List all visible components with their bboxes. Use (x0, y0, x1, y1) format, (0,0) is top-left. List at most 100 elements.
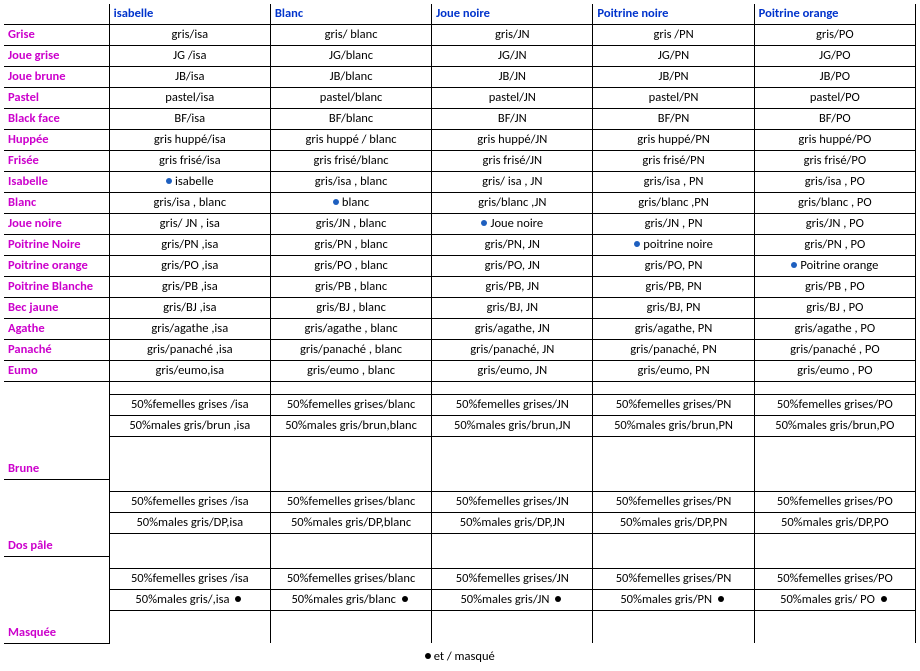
table-row: 50%males gris/,isa 50%males gris/blanc 5… (4, 590, 916, 611)
row-header: Agathe (4, 319, 109, 340)
cell-text: gris frisé/PN (642, 153, 704, 169)
dot-icon (634, 241, 640, 247)
table-cell: gris/isa , PO (754, 172, 915, 193)
table-row: Isabelleisabellegris/isa , blancgris/ is… (4, 172, 916, 193)
table-cell: gris/JN , PO (754, 214, 915, 235)
table-cell: 50%males gris/brun,blanc (270, 416, 431, 437)
col-header: Poitrine noire (593, 4, 754, 25)
cell-text: 50%femelles grises/blanc (287, 494, 415, 510)
cell-text: gris huppé/isa (154, 132, 226, 148)
cell-text: gris/eumo, JN (477, 363, 547, 379)
cell-text: BF/blanc (329, 111, 373, 127)
cell-text: gris/PN ,isa (161, 237, 218, 253)
row-header: Dos pâle (4, 479, 109, 556)
row-header: Bec jaune (4, 298, 109, 319)
row-header: Joue noire (4, 214, 109, 235)
spacer-cell (270, 556, 431, 569)
table-cell: gris frisé/JN (432, 151, 593, 172)
cell-text: gris/blanc ,JN (478, 195, 546, 211)
cell-text: gris/PB, PN (645, 279, 701, 295)
spacer-cell (270, 479, 431, 492)
spacer-cell (593, 556, 754, 569)
col-header: Joue noire (432, 4, 593, 25)
table-cell: pastel/JN (432, 88, 593, 109)
table-row: Blancgris/isa , blancblancgris/blanc ,JN… (4, 193, 916, 214)
table-cell: 50%males gris/DP,isa (109, 513, 270, 534)
cell-text: gris /PN (653, 27, 693, 43)
table-cell: BF/JN (432, 109, 593, 130)
cell-text: 50%femelles grises/PN (616, 571, 732, 587)
table-cell: blanc (270, 193, 431, 214)
cell-text: gris/agathe, JN (475, 321, 550, 337)
dot-icon (333, 199, 339, 205)
cell-text: poitrine noire (634, 237, 713, 253)
table-cell: gris/PO, PN (593, 256, 754, 277)
table-cell: BF/PN (593, 109, 754, 130)
cell-text: gris/PB, JN (485, 279, 539, 295)
spacer-cell (109, 556, 270, 569)
cell-text: gris/eumo , blanc (307, 363, 395, 379)
cell-text: 50%males gris/blanc (291, 592, 410, 608)
col-header: Blanc (270, 4, 431, 25)
table-cell: gris /PN (593, 25, 754, 46)
cell-text: 50%femelles grises /isa (131, 571, 249, 587)
table-cell: gris/blanc , PO (754, 193, 915, 214)
cell-text: JG/PN (658, 48, 689, 64)
spacer-cell (109, 479, 270, 492)
spacer-cell (593, 611, 754, 644)
table-cell: 50%males gris/DP,JN (432, 513, 593, 534)
cell-text: 50%males gris/,isa (135, 592, 244, 608)
table-cell: gris/PO ,isa (109, 256, 270, 277)
spacer-cell (754, 534, 915, 557)
cell-text: isabelle (166, 174, 214, 190)
table-cell: pastel/PO (754, 88, 915, 109)
table-cell: 50%femelles grises/blanc (270, 395, 431, 416)
table-cell: 50%males gris/DP,PO (754, 513, 915, 534)
cell-text: 50%males gris/DP,PO (781, 515, 889, 531)
table-row: Pastelpastel/isapastel/blancpastel/JNpas… (4, 88, 916, 109)
row-header: Masquée (4, 556, 109, 643)
table-cell: gris/PN , blanc (270, 235, 431, 256)
cell-text: 50%femelles grises /isa (131, 494, 249, 510)
row-header: Poitrine orange (4, 256, 109, 277)
table-cell: 50%males gris/,isa (109, 590, 270, 611)
dot-icon (481, 220, 487, 226)
cell-text: gris/panaché , blanc (300, 342, 402, 358)
spacer-cell (593, 479, 754, 492)
cell-text: gris/eumo , PO (797, 363, 872, 379)
cell-text: gris/BJ ,isa (163, 300, 216, 316)
table-cell: 50%femelles grises /isa (109, 569, 270, 590)
spacer-cell (432, 382, 593, 395)
table-cell: gris frisé/isa (109, 151, 270, 172)
spacer-cell (754, 556, 915, 569)
table-cell: gris/ isa , JN (432, 172, 593, 193)
cell-text: 50%males gris/DP,isa (136, 515, 243, 531)
table-cell: gris/isa (109, 25, 270, 46)
table-cell: gris/panaché , blanc (270, 340, 431, 361)
table-cell: 50%femelles grises/PN (593, 569, 754, 590)
table-cell: gris/isa , blanc (109, 193, 270, 214)
table-cell: 50%femelles grises/JN (432, 492, 593, 513)
table-cell: gris/blanc ,JN (432, 193, 593, 214)
spacer-cell (432, 556, 593, 569)
column-header-row: isabelle Blanc Joue noire Poitrine noire… (4, 4, 916, 25)
cell-text: gris frisé/blanc (314, 153, 389, 169)
cell-text: pastel/PO (810, 90, 860, 106)
table-cell: JB/PN (593, 67, 754, 88)
table-cell: gris/blanc ,PN (593, 193, 754, 214)
footnote-row: et / masqué (4, 643, 916, 667)
cell-text: gris/eumo,isa (155, 363, 224, 379)
spacer-cell (754, 479, 915, 492)
row-header: Brune (4, 382, 109, 480)
cell-text: gris/ JN , isa (160, 216, 220, 232)
table-cell: gris/BJ , PO (754, 298, 915, 319)
spacer-cell (270, 437, 431, 480)
row-header: Frisée (4, 151, 109, 172)
cell-text: pastel/blanc (320, 90, 383, 106)
table-cell: gris frisé/PN (593, 151, 754, 172)
cell-text: 50%males gris/brun,PO (775, 418, 894, 434)
cell-text: 50%femelles grises/PO (777, 571, 893, 587)
table-cell: gris/PB, PN (593, 277, 754, 298)
table-cell: 50%femelles grises/PN (593, 492, 754, 513)
cell-text: gris/PN, JN (485, 237, 540, 253)
